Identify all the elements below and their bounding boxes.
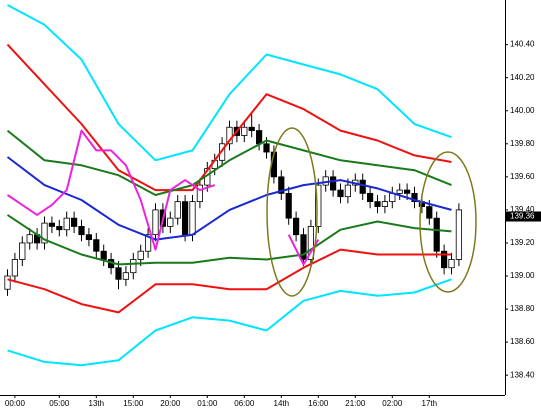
current-price-box: [506, 211, 541, 222]
x-tick-label: 05:00: [49, 399, 70, 408]
y-tick-label: 139.60: [510, 172, 535, 181]
x-tick-label: 15:00: [123, 399, 144, 408]
x-tick-label: 01:00: [197, 399, 218, 408]
candle-body: [403, 189, 411, 194]
y-tick-label: 138.40: [510, 370, 535, 379]
indicator-line: [6, 214, 452, 266]
candle-body: [93, 239, 100, 252]
candle-body: [292, 217, 300, 236]
candle-body: [241, 126, 248, 136]
candle-body: [440, 250, 448, 269]
current-price-label: 139.36: [510, 212, 535, 221]
y-tick-label: 139.80: [510, 139, 535, 148]
candle-body: [344, 184, 352, 198]
y-tick-label: 140.20: [510, 73, 535, 82]
x-tick-label: 17th: [422, 399, 438, 408]
candle-body: [455, 209, 463, 260]
highlight-ellipse: [266, 127, 318, 297]
y-tick-label: 140.40: [510, 40, 535, 49]
candle-body: [315, 184, 322, 227]
y-tick-label: 139.20: [510, 238, 535, 247]
y-tick-label: 139.40: [510, 205, 535, 214]
candle-body: [115, 267, 122, 280]
x-tick-label: 21:00: [345, 399, 366, 408]
indicator-line: [7, 248, 452, 314]
candle-body: [285, 192, 292, 219]
candle-body: [381, 201, 389, 207]
x-tick-label: 06:00: [234, 399, 255, 408]
candle-body: [396, 189, 403, 194]
candle-body: [448, 259, 455, 269]
indicator-line: [6, 129, 452, 196]
candle-body: [144, 234, 152, 252]
candle-body: [26, 234, 33, 244]
y-tick-label: 138.80: [510, 304, 535, 313]
candle-body: [167, 217, 174, 227]
candle-body: [433, 217, 440, 252]
candle-body: [130, 259, 137, 274]
candle-body: [329, 176, 337, 191]
candle-body: [100, 250, 107, 260]
candle-body: [300, 234, 307, 260]
indicator-line: [7, 278, 452, 367]
candle-body: [4, 275, 11, 290]
y-tick-label: 139.00: [510, 271, 535, 280]
x-tick-label: 00:00: [5, 399, 26, 408]
candle-body: [411, 192, 418, 203]
candle-body: [366, 192, 374, 203]
indicator-line: [6, 43, 452, 192]
candle-body: [196, 184, 203, 203]
candle-body: [137, 250, 144, 260]
candle-body: [337, 189, 344, 198]
x-tick-label: 13th: [89, 399, 105, 408]
x-tick-label: 20:00: [160, 399, 181, 408]
candle-body: [41, 222, 48, 244]
candle-body: [78, 226, 85, 236]
indicator-line: [6, 129, 320, 266]
candle-body: [359, 179, 366, 194]
candle-body: [122, 272, 129, 280]
candle-body: [19, 242, 26, 260]
candle-body: [374, 201, 381, 207]
indicator-line: [7, 4, 452, 162]
plot-area: [4, 4, 463, 367]
candle-body: [307, 226, 315, 260]
candle-body: [189, 201, 196, 236]
candle-body: [255, 130, 263, 145]
candle-body: [181, 201, 189, 236]
candle-body: [85, 234, 92, 241]
candle-body: [11, 259, 18, 277]
candle-body: [63, 217, 70, 231]
candle-body: [426, 206, 433, 219]
y-tick-label: 138.60: [510, 337, 535, 346]
candle-body: [56, 226, 63, 231]
candle-body: [174, 201, 181, 219]
candle-body: [71, 217, 78, 227]
x-tick-label: 14th: [274, 399, 290, 408]
x-tick-label: 16:00: [308, 399, 329, 408]
indicator-line: [6, 156, 452, 241]
candle-body: [278, 176, 285, 194]
candle-body: [152, 209, 159, 236]
candle-body: [48, 222, 56, 227]
highlight-ellipse: [419, 151, 477, 293]
y-tick-label: 140.00: [510, 106, 535, 115]
candle-body: [248, 126, 255, 131]
x-tick-label: 02:00: [382, 399, 403, 408]
candle-body: [263, 143, 270, 153]
